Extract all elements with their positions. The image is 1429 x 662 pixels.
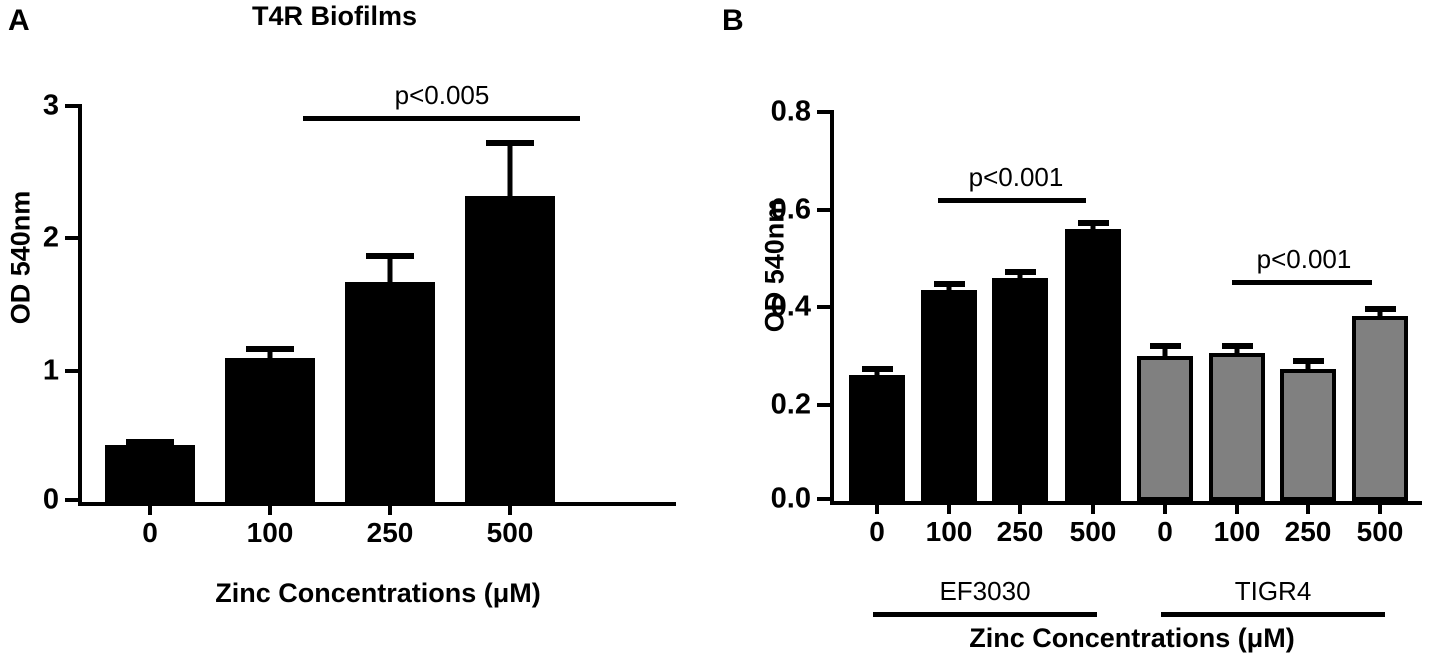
panel-b-bar-tigr4-0: [1137, 356, 1193, 501]
panel-a-ytick-label-3: 3: [42, 89, 59, 122]
panel-a-ytick-1: 1: [43, 356, 78, 385]
panel-b-errcap-ef3030-0: [862, 366, 893, 372]
panel-a-title: T4R Biofilms: [252, 1, 418, 31]
panel-a-bar-0: [105, 445, 195, 502]
panel-b-xtick-tigr4-0: [1163, 501, 1167, 514]
panel-b-ytick-label-02: 0.2: [770, 388, 811, 421]
panel-b-significance-label-ef3030: p<0.001: [968, 162, 1064, 192]
panel-a-plot-area: 3 2 1 0 0 100 250 500: [43, 82, 676, 547]
panel-b-ytick-02: 0.2: [771, 390, 830, 419]
panel-b-plot-area: 0.8 0.6 0.4 0.2 0.0 0 100 250 500 0 100 …: [771, 97, 1422, 617]
panel-b-errbar-tigr4-100: [1234, 346, 1240, 353]
panel-a-xtick-label-500: 500: [486, 517, 534, 548]
panel-b-x-axis-label: Zinc Concentrations (μM): [969, 623, 1295, 653]
panel-a-ytick-2: 2: [43, 223, 78, 252]
panel-b-errcap-tigr4-500: [1365, 306, 1396, 312]
panel-a-xtick-label-0: 0: [142, 517, 158, 548]
panel-b-xtick-ef3030-500: [1091, 501, 1095, 514]
panel-b-ytick-label-04: 0.4: [770, 290, 811, 323]
panel-b-xtick-tigr4-250: [1306, 501, 1310, 514]
panel-b-bar-ef3030-100: [921, 290, 977, 501]
panel-a-x-axis-label: Zinc Concentrations (μM): [215, 578, 541, 608]
panel-b-ytick-00: 0.0: [771, 484, 830, 513]
panel-b-xtick-label-ef3030-500: 500: [1069, 516, 1117, 547]
panel-b-bar-tigr4-250: [1280, 369, 1336, 501]
panel-b-ytick-label-06: 0.6: [770, 193, 811, 226]
panel-b-x-axis-line: [830, 501, 1422, 505]
panel-b-ytick-label-08: 0.8: [770, 95, 811, 128]
panel-a-ytick-label-0: 0: [42, 483, 59, 516]
panel-a-bar-250: [345, 282, 435, 502]
panel-b-xtick-tigr4-500: [1378, 501, 1382, 514]
panel-a-xtick-250: [388, 502, 392, 515]
panel-b-bar-ef3030-500: [1065, 229, 1121, 501]
panel-a-errcap-250: [366, 253, 414, 259]
panel-b-xtick-label-tigr4-500: 500: [1356, 516, 1404, 547]
panel-b-xtick-label-ef3030-100: 100: [925, 516, 973, 547]
panel-b-ytick-label-00: 0.0: [770, 482, 811, 515]
panel-a-errcap-100: [246, 346, 294, 352]
panel-a-xtick-100: [268, 502, 272, 515]
panel-b-xtick-label-tigr4-0: 0: [1157, 516, 1173, 547]
panel-a-x-axis-line: [78, 502, 676, 506]
panel-b-errcap-tigr4-250: [1293, 358, 1324, 364]
panel-b-significance-line-ef3030: [938, 198, 1086, 203]
panel-b-ytick-06: 0.6: [771, 195, 830, 224]
panel-a-bar-100: [225, 358, 315, 502]
panel-a-significance-line: [303, 116, 580, 121]
panel-b-errcap-ef3030-500: [1078, 220, 1109, 226]
panel-b-errcap-ef3030-100: [934, 281, 965, 287]
panel-b-errbar-ef3030-250: [1017, 272, 1023, 278]
panel-b-ytick-08: 0.8: [771, 97, 830, 126]
panel-a-ytick-label-1: 1: [42, 354, 59, 387]
panel-b-bar-tigr4-100: [1209, 353, 1265, 501]
panel-b-xtick-ef3030-250: [1018, 501, 1022, 514]
panel-b-errbar-tigr4-250: [1305, 361, 1311, 369]
panel-a-errcap-500: [486, 140, 534, 146]
panel-a-xtick-label-100: 100: [246, 517, 294, 548]
panel-a-errbar-500: [507, 140, 513, 196]
panel-b-bar-tigr4-500: [1352, 316, 1408, 501]
panel-b-xtick-label-tigr4-100: 100: [1213, 516, 1261, 547]
panel-b-errcap-tigr4-100: [1222, 343, 1253, 349]
panel-b-xtick-label-tigr4-250: 250: [1284, 516, 1332, 547]
panel-b-significance-line-tigr4: [1232, 280, 1372, 285]
panel-letter-b: B: [722, 4, 744, 37]
panel-a-errbar-250: [387, 253, 393, 282]
panel-b-y-axis-line: [830, 110, 834, 501]
panel-b-errcap-tigr4-0: [1150, 343, 1181, 349]
panel-b-ytick-04: 0.4: [771, 292, 830, 321]
panel-b-significance-label-tigr4: p<0.001: [1256, 244, 1352, 274]
panel-a-xtick-label-250: 250: [366, 517, 414, 548]
panel-b-bar-ef3030-250: [992, 278, 1048, 501]
panel-a-bar-500: [465, 196, 555, 502]
panel-a-xtick-500: [508, 502, 512, 515]
panel-a-ytick-3: 3: [43, 91, 78, 120]
panel-b-errbar-tigr4-0: [1162, 343, 1168, 356]
panel-a-xtick-0: [148, 502, 152, 515]
panel-b-xtick-label-ef3030-0: 0: [869, 516, 885, 547]
panel-b-group-rule-ef3030: [873, 612, 1097, 617]
panel-b-xtick-tigr4-100: [1235, 501, 1239, 514]
panel-b-group-label-ef3030: EF3030: [939, 576, 1031, 606]
panel-a-errcap-0: [126, 439, 174, 445]
panel-a-ytick-label-2: 2: [42, 221, 59, 254]
panel-a-ytick-0: 0: [43, 485, 78, 514]
panel-a-errbar-100: [267, 346, 273, 358]
panel-a-y-axis-line: [78, 104, 82, 502]
panel-b-xtick-ef3030-0: [875, 501, 879, 514]
panel-letter-a: A: [8, 4, 30, 37]
panel-b-errcap-ef3030-250: [1005, 269, 1036, 275]
panel-b-group-rule-tigr4: [1161, 612, 1385, 617]
panel-b-group-label-tigr4: TIGR4: [1234, 576, 1312, 606]
panel-b-bar-ef3030-0: [849, 375, 905, 501]
panel-b-xtick-ef3030-100: [947, 501, 951, 514]
panel-a-y-axis-label: OD 540nm: [5, 190, 36, 325]
panel-a-significance-label: p<0.005: [394, 80, 490, 110]
panel-b-xtick-label-ef3030-250: 250: [996, 516, 1044, 547]
panel-b-errbar-ef3030-500: [1090, 223, 1096, 229]
